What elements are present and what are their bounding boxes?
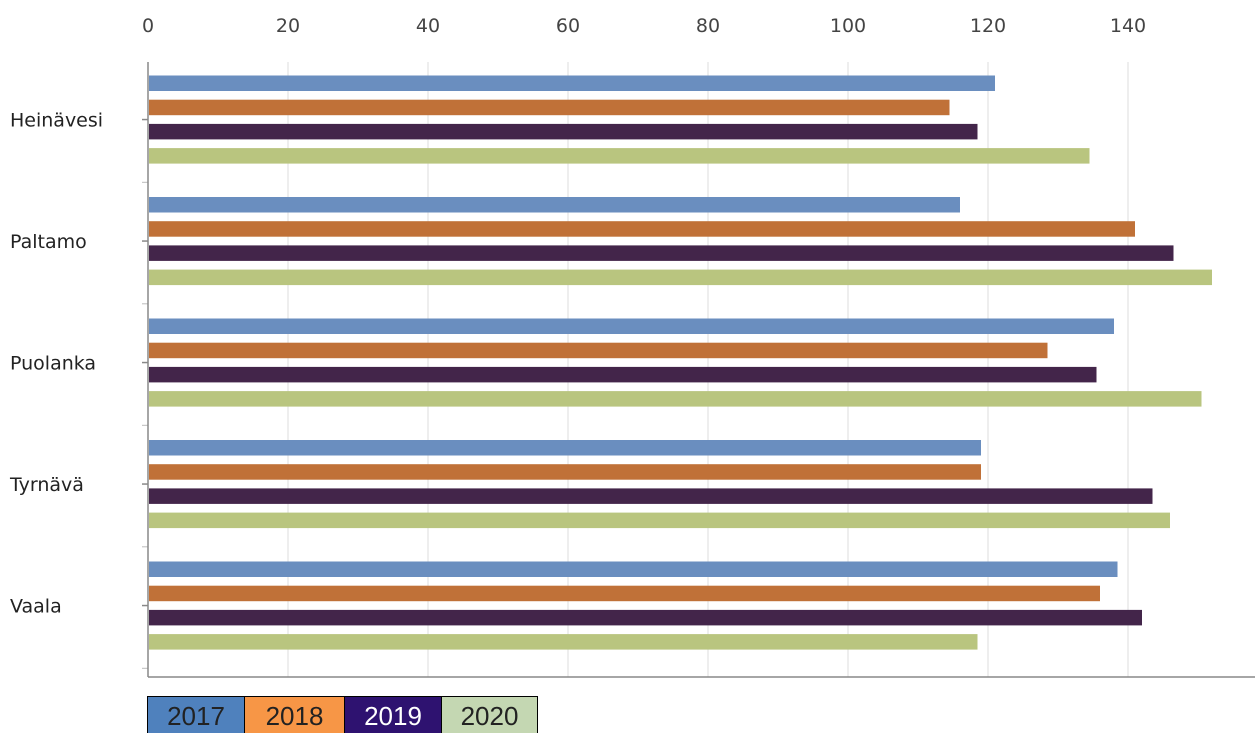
x-tick-label: 140 [1110, 15, 1146, 37]
x-tick-label: 80 [696, 15, 720, 37]
bars [149, 75, 1212, 650]
bar-2019-3 [149, 488, 1153, 504]
category-label: Paltamo [10, 231, 87, 253]
x-axis-ticks: 0 20 40 60 80 100 120 140 [142, 15, 1146, 37]
category-label: Puolanka [10, 353, 96, 375]
legend-item-2019: 2019 [345, 696, 442, 733]
bar-2018-0 [149, 99, 950, 116]
legend-item-2018: 2018 [245, 696, 345, 733]
legend-item-2020: 2020 [442, 696, 538, 733]
x-tick-label: 120 [970, 15, 1006, 37]
legend: 2017 2018 2019 2020 [147, 696, 538, 733]
x-tick-label: 100 [830, 15, 866, 37]
bar-2017-1 [149, 197, 960, 213]
category-label: Vaala [10, 596, 62, 618]
bar-2019-1 [149, 245, 1174, 261]
bar-2017-2 [149, 318, 1114, 334]
bar-2017-3 [149, 440, 981, 456]
x-tick-label: 20 [276, 15, 300, 37]
bar-2018-4 [149, 585, 1100, 602]
bar-2020-2 [149, 391, 1202, 407]
category-label: Heinävesi [10, 110, 103, 132]
bar-2020-4 [149, 634, 978, 650]
bar-2018-1 [149, 221, 1135, 237]
bar-2017-0 [149, 75, 995, 91]
legend-item-2017: 2017 [148, 696, 245, 733]
bar-2019-0 [149, 123, 978, 140]
category-labels: Heinävesi Paltamo Puolanka Tyrnävä Vaala [9, 110, 148, 669]
x-tick-label: 60 [556, 15, 580, 37]
bar-2020-1 [149, 269, 1212, 286]
bar-2020-0 [149, 148, 1090, 164]
bar-2020-3 [149, 512, 1170, 529]
bar-2018-2 [149, 342, 1048, 359]
bar-chart: 0 20 40 60 80 100 120 140 Heinävesi Paltamo Puola… [9, 15, 1255, 678]
x-tick-label: 40 [416, 15, 440, 37]
bar-2019-4 [149, 609, 1142, 626]
bar-2017-4 [149, 561, 1118, 577]
bar-2018-3 [149, 464, 981, 480]
category-label: Tyrnävä [9, 474, 84, 496]
bar-2019-2 [149, 366, 1097, 383]
x-tick-label: 0 [142, 15, 154, 37]
